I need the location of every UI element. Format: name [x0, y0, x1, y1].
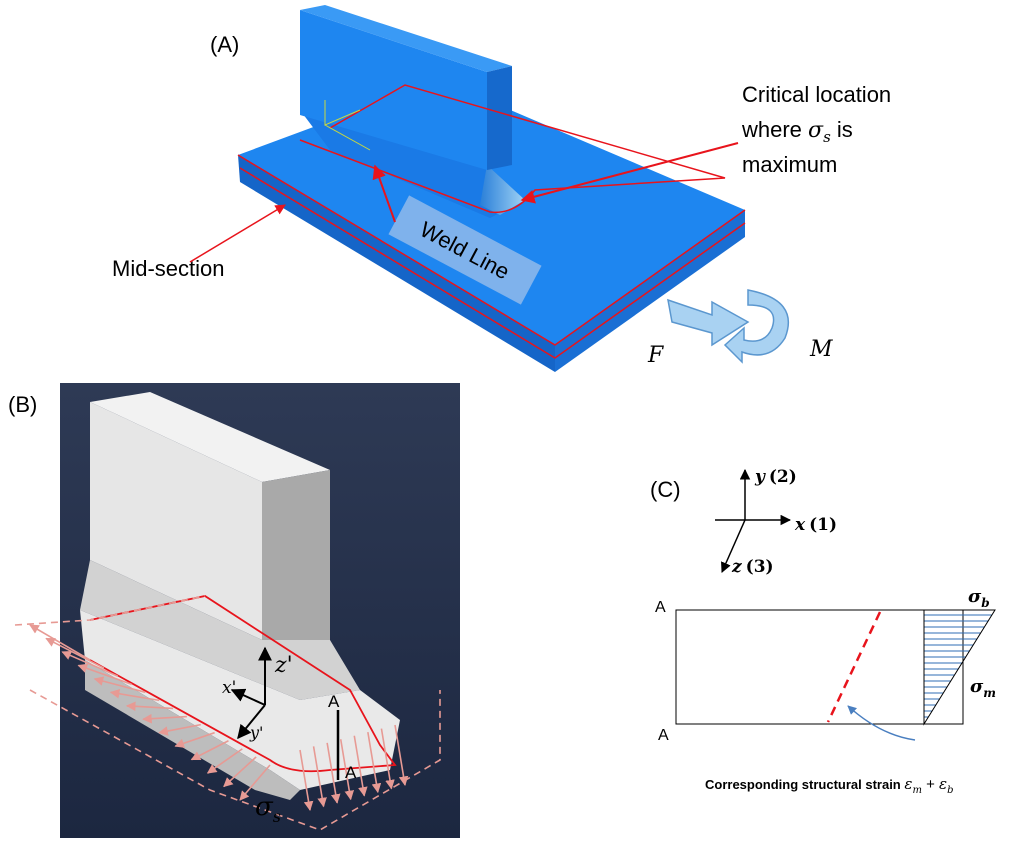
- force-label: F: [647, 343, 664, 368]
- symbol: σ: [968, 586, 982, 607]
- corner-label: A: [658, 727, 669, 744]
- web-end: [487, 66, 512, 170]
- annotation: Critical location: [742, 82, 891, 107]
- web-end: [262, 470, 330, 650]
- operator: +: [922, 776, 939, 793]
- panel-label: (A): [210, 32, 239, 57]
- symbol: σ: [970, 676, 984, 697]
- axis-label: x(1): [794, 515, 837, 535]
- axis-label: z': [274, 653, 293, 678]
- panel-b: (B) z' x' y' A A σs: [8, 383, 460, 838]
- moment-label: M: [809, 337, 833, 362]
- annotation: maximum: [742, 152, 837, 177]
- section-rect: [676, 610, 963, 724]
- axis-label: x': [222, 678, 236, 698]
- pointer-arrow: [190, 205, 285, 262]
- index: (3): [746, 557, 774, 577]
- symbol: z: [731, 557, 742, 577]
- subscript: m: [912, 785, 921, 796]
- strain-line: [828, 612, 880, 722]
- panel-label: (C): [650, 477, 681, 502]
- panel-a: (A) Weld Line Critical location where σs…: [112, 5, 891, 372]
- membrane-label: σm: [970, 676, 996, 700]
- index: (1): [809, 515, 837, 535]
- annotation: where σs is: [741, 117, 853, 146]
- caption-text: Corresponding structural strain: [705, 777, 904, 792]
- section-label: A: [328, 692, 340, 711]
- caption: Corresponding structural strain εm + εb: [705, 775, 954, 796]
- panel-c: (C) y(2) x(1) z(3) A A σb σm Correspondi…: [650, 467, 996, 796]
- axis-label: y(2): [754, 467, 797, 487]
- annotation: Mid-section: [112, 256, 224, 281]
- symbol: ε: [939, 775, 947, 793]
- caption-arrow: [848, 706, 915, 740]
- symbol: σ: [808, 118, 824, 143]
- panel-label: (B): [8, 392, 37, 417]
- section-label: A: [345, 763, 357, 782]
- annotation-part: where: [741, 117, 808, 142]
- annotation-part: is: [831, 117, 853, 142]
- index: (2): [769, 467, 797, 487]
- symbol: σ: [255, 792, 274, 822]
- axis-label: z(3): [731, 557, 774, 577]
- subscript: s: [273, 807, 281, 826]
- stress-distribution: [924, 610, 995, 724]
- subscript: b: [947, 785, 953, 796]
- symbol: x: [794, 515, 806, 535]
- axis-label: y': [249, 723, 263, 742]
- subscript: m: [983, 686, 996, 700]
- subscript: b: [981, 596, 989, 610]
- symbol: ε: [904, 775, 912, 793]
- symbol: y: [754, 467, 766, 487]
- corner-label: A: [655, 599, 666, 616]
- figure: (A) Weld Line Critical location where σs…: [0, 0, 1011, 841]
- bending-label: σb: [968, 586, 990, 610]
